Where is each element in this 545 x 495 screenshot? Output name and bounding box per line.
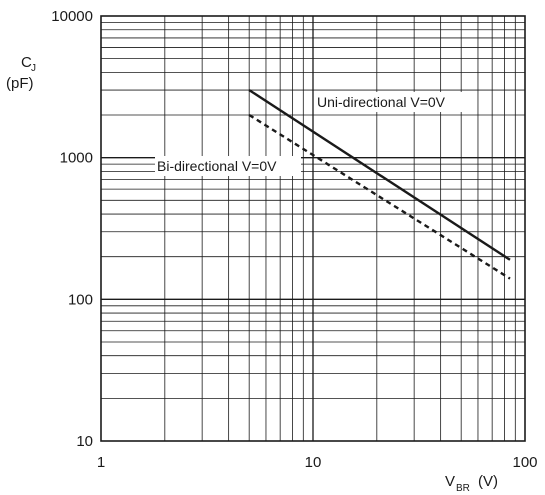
- y-tick-label: 100: [68, 291, 93, 308]
- annotations: Uni-directional V=0V Bi-directional V=0V: [155, 92, 466, 176]
- y-tick-label: 10000: [51, 8, 93, 25]
- x-tick-label: 1: [97, 454, 105, 471]
- annotation-bg-bi: [155, 156, 301, 176]
- annotation-bg-uni: [314, 92, 466, 112]
- y-axis-label: C J (pF): [6, 54, 36, 92]
- series-layer: [248, 89, 511, 280]
- series-bi-directional-line: [248, 113, 511, 280]
- series-uni-directional-line: [248, 89, 511, 261]
- y-tick-label: 10: [76, 433, 93, 450]
- annotation-bi: Bi-directional V=0V: [157, 158, 277, 174]
- y-axis-label-unit: (pF): [6, 75, 34, 92]
- y-axis-label-main: C: [21, 54, 32, 71]
- x-tick-label: 100: [512, 454, 537, 471]
- x-axis-label-sub: BR: [456, 483, 470, 494]
- x-axis-label-main: V: [445, 473, 455, 490]
- x-axis-label: V BR (V): [445, 473, 498, 494]
- annotation-uni: Uni-directional V=0V: [317, 94, 446, 110]
- x-tick-label: 10: [305, 454, 322, 471]
- y-tick-label: 1000: [60, 150, 93, 167]
- plot-frame: [100, 15, 526, 442]
- x-axis-label-unit: (V): [478, 473, 498, 490]
- y-axis-label-sub: J: [31, 63, 36, 74]
